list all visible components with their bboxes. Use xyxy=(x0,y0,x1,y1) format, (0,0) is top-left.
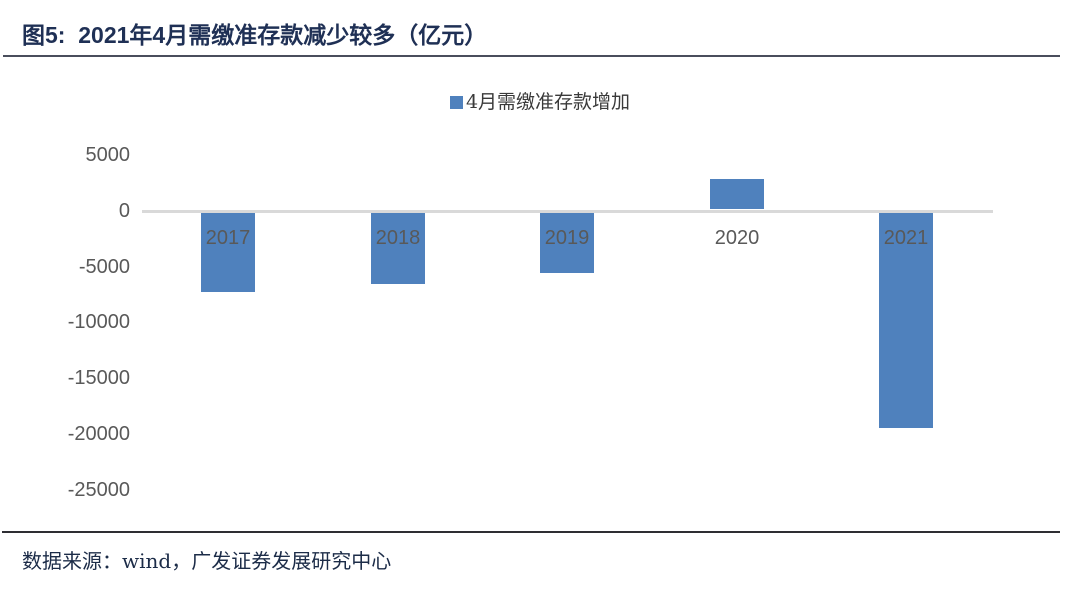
x-axis-label-2019: 2019 xyxy=(544,227,590,249)
data-source-note: 数据来源：wind，广发证券发展研究中心 xyxy=(22,549,392,573)
figure-title: 图5: 2021年4月需缴准存款减少较多（亿元） xyxy=(22,22,488,48)
y-axis-tick-label: -10000 xyxy=(67,311,130,334)
x-axis-label-2017: 2017 xyxy=(205,227,251,249)
legend-series-label: 4月需缴准存款增加 xyxy=(465,91,631,113)
footer-divider xyxy=(2,531,1060,533)
y-axis-tick-label: 0 xyxy=(118,200,130,222)
x-axis-label-2020: 2020 xyxy=(714,227,760,249)
legend-swatch-icon xyxy=(449,95,463,109)
bar-2021 xyxy=(879,213,933,428)
bar-2019 xyxy=(540,213,594,274)
x-axis-zero-line xyxy=(142,210,993,213)
bar-2018 xyxy=(371,213,425,284)
y-axis-tick-label: -25000 xyxy=(67,478,130,501)
x-axis-label-2018: 2018 xyxy=(375,227,421,249)
title-divider xyxy=(3,55,1060,57)
y-axis-tick-label: 5000 xyxy=(85,144,131,167)
y-axis-tick-label: -15000 xyxy=(67,367,130,390)
x-axis-label-2021: 2021 xyxy=(883,227,929,249)
y-axis-tick-label: -5000 xyxy=(78,255,130,278)
y-axis-tick-label: -20000 xyxy=(67,422,130,445)
bar-2017 xyxy=(201,213,255,293)
bar-2020 xyxy=(710,178,764,209)
chart-legend: 4月需缴准存款增加 xyxy=(0,92,1080,112)
